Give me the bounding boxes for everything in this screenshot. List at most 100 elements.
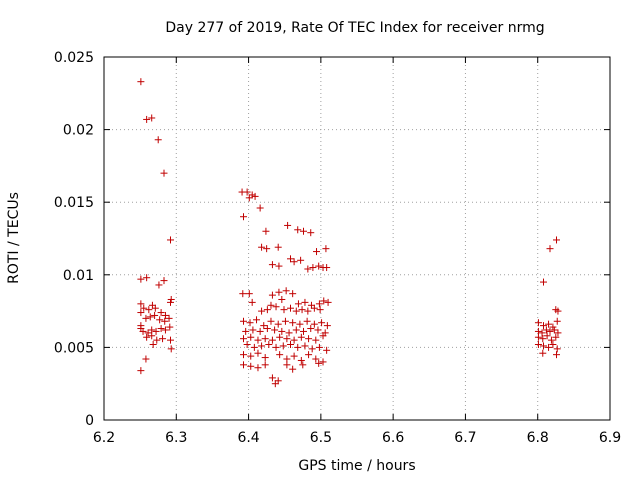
data-point bbox=[160, 277, 168, 285]
data-point bbox=[250, 343, 258, 351]
y-tick-label: 0.025 bbox=[54, 50, 94, 66]
data-point bbox=[161, 317, 169, 325]
data-point bbox=[296, 320, 304, 328]
data-point bbox=[279, 342, 287, 350]
data-point bbox=[256, 204, 264, 212]
data-point bbox=[148, 114, 156, 122]
data-point bbox=[268, 336, 276, 344]
data-point bbox=[286, 340, 294, 348]
data-point bbox=[161, 311, 169, 319]
data-point bbox=[240, 351, 248, 359]
data-point bbox=[167, 236, 175, 244]
data-point bbox=[289, 365, 297, 373]
data-point bbox=[316, 306, 324, 314]
data-point bbox=[137, 322, 145, 330]
data-point bbox=[552, 333, 560, 341]
data-point bbox=[256, 327, 264, 335]
data-point bbox=[283, 361, 291, 369]
data-point bbox=[151, 311, 159, 319]
data-point bbox=[275, 288, 283, 296]
data-point bbox=[253, 316, 261, 324]
x-tick-label: 6.3 bbox=[165, 430, 187, 446]
x-tick-label: 6.6 bbox=[382, 430, 404, 446]
data-point bbox=[314, 326, 322, 334]
data-point bbox=[299, 361, 307, 369]
x-axis-label: GPS time / hours bbox=[298, 458, 415, 474]
data-point bbox=[286, 255, 294, 263]
x-tick-label: 6.2 bbox=[93, 430, 115, 446]
data-point bbox=[553, 317, 561, 325]
data-point bbox=[549, 323, 557, 331]
data-point bbox=[142, 314, 150, 322]
data-point bbox=[319, 358, 327, 366]
data-point bbox=[268, 374, 276, 382]
data-point bbox=[245, 194, 253, 202]
data-point bbox=[300, 327, 308, 335]
data-point bbox=[284, 221, 292, 229]
data-point bbox=[159, 335, 167, 343]
data-point bbox=[272, 303, 280, 311]
data-point bbox=[137, 275, 145, 283]
data-point bbox=[247, 352, 255, 360]
y-axis-label: ROTI / TECUs bbox=[6, 192, 22, 284]
data-points bbox=[137, 78, 562, 388]
data-point bbox=[240, 317, 248, 325]
data-point bbox=[294, 300, 302, 308]
data-point bbox=[290, 258, 298, 266]
grid-lines bbox=[104, 57, 610, 420]
data-point bbox=[283, 335, 291, 343]
y-tick-label: 0.01 bbox=[63, 268, 94, 284]
data-point bbox=[319, 332, 327, 340]
data-point bbox=[160, 169, 168, 177]
data-point bbox=[286, 304, 294, 312]
x-tick-label: 6.8 bbox=[527, 430, 549, 446]
data-point bbox=[167, 295, 175, 303]
data-point bbox=[275, 262, 283, 270]
data-point bbox=[546, 327, 554, 335]
data-point bbox=[318, 319, 326, 327]
data-point bbox=[539, 335, 547, 343]
data-point bbox=[137, 300, 145, 308]
x-tick-label: 6.5 bbox=[310, 430, 332, 446]
data-point bbox=[538, 329, 546, 337]
data-point bbox=[258, 243, 266, 251]
plot-frame bbox=[103, 56, 611, 421]
x-tick-labels: 6.2 6.3 6.4 6.5 6.6 6.7 6.8 6.9 bbox=[93, 430, 621, 446]
data-point bbox=[310, 304, 318, 312]
data-point bbox=[290, 352, 298, 360]
data-point bbox=[137, 367, 145, 375]
data-point bbox=[249, 326, 257, 334]
data-point bbox=[271, 380, 279, 388]
data-point bbox=[297, 333, 305, 341]
data-point bbox=[308, 345, 316, 353]
data-point bbox=[553, 345, 561, 353]
data-point bbox=[239, 290, 247, 298]
data-point bbox=[263, 306, 271, 314]
data-point bbox=[282, 287, 290, 295]
data-point bbox=[276, 333, 284, 341]
data-point bbox=[154, 136, 162, 144]
data-point bbox=[152, 327, 160, 335]
data-point bbox=[534, 333, 542, 341]
data-point bbox=[322, 245, 330, 253]
data-point bbox=[324, 298, 332, 306]
data-point bbox=[292, 326, 300, 334]
y-tick-label: 0.02 bbox=[63, 123, 94, 139]
data-point bbox=[547, 336, 555, 344]
data-point bbox=[554, 329, 562, 337]
data-point bbox=[148, 332, 156, 340]
data-point bbox=[157, 325, 165, 333]
data-point bbox=[258, 342, 266, 350]
data-point bbox=[240, 335, 248, 343]
data-point bbox=[140, 304, 148, 312]
data-point bbox=[258, 307, 266, 315]
data-point bbox=[146, 313, 154, 321]
data-point bbox=[254, 349, 262, 357]
data-point bbox=[304, 265, 312, 273]
data-point bbox=[254, 336, 262, 344]
data-point bbox=[542, 326, 550, 334]
x-tick-label: 6.4 bbox=[237, 430, 259, 446]
data-point bbox=[145, 306, 153, 314]
data-point bbox=[289, 290, 297, 298]
